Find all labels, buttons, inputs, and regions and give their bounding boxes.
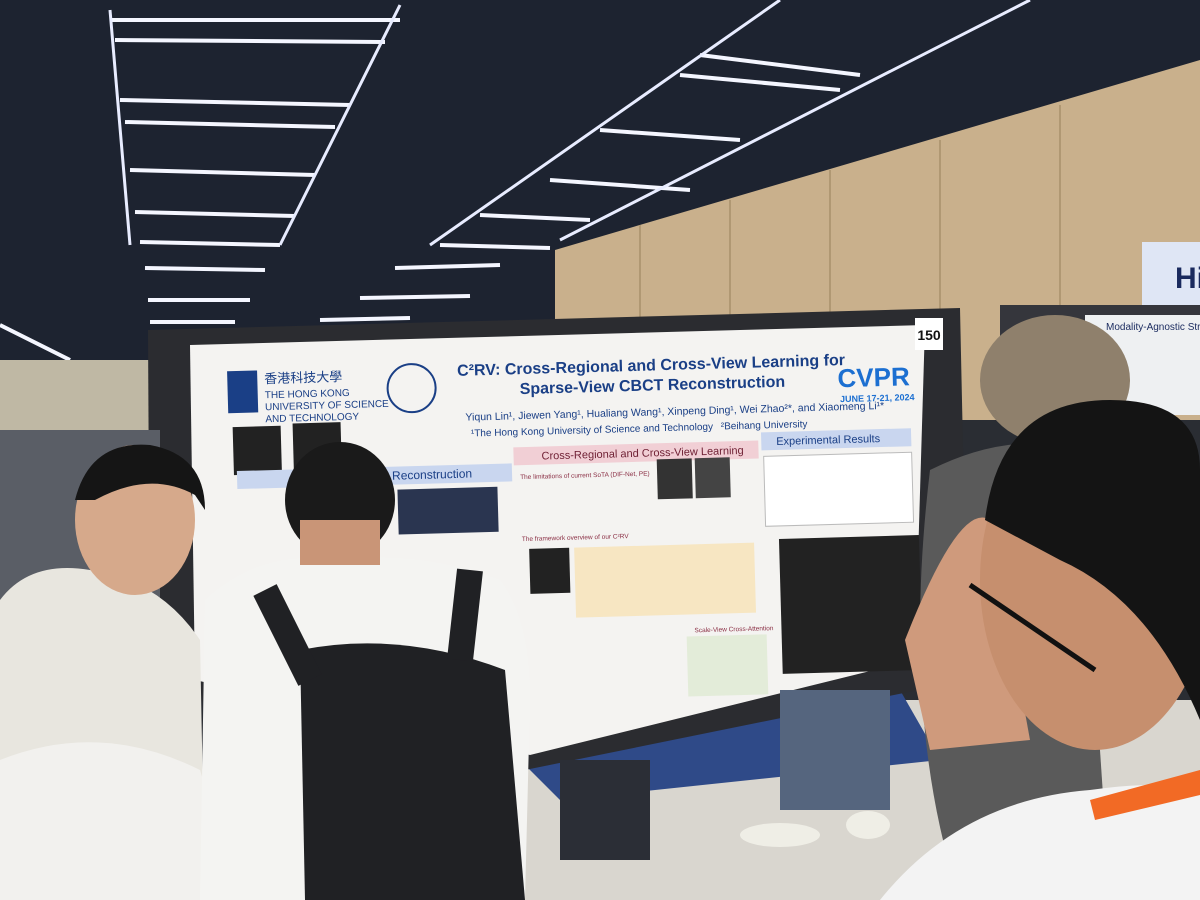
university-cn: 香港科技大學 bbox=[264, 369, 342, 386]
person-center-neck bbox=[300, 520, 380, 565]
poster-diagram bbox=[686, 634, 769, 697]
venue-sign-text: Hi bbox=[1175, 262, 1200, 295]
conference: CVPR bbox=[837, 361, 910, 393]
university-en: UNIVERSITY OF SCIENCE bbox=[265, 399, 389, 413]
light bbox=[119, 98, 351, 107]
light bbox=[114, 38, 386, 44]
subsection-title: The limitations of current SoTA (DIF-Net… bbox=[520, 471, 650, 482]
qr-code bbox=[232, 425, 282, 476]
light bbox=[129, 168, 316, 177]
light bbox=[0, 323, 71, 362]
light bbox=[479, 213, 591, 222]
results-figure bbox=[778, 535, 923, 674]
light bbox=[394, 263, 501, 270]
ceiling-lights bbox=[0, 18, 861, 362]
person-foreground-hair bbox=[985, 400, 1200, 720]
left-wall bbox=[0, 360, 160, 440]
glasses bbox=[968, 582, 1097, 673]
legs bbox=[560, 760, 650, 860]
university-en: THE HONG KONG bbox=[265, 388, 351, 401]
lanyard bbox=[1090, 770, 1200, 820]
legs bbox=[780, 690, 890, 810]
light bbox=[599, 128, 741, 142]
light bbox=[134, 210, 296, 218]
poster-affiliation: ²Beihang University bbox=[721, 419, 808, 432]
section-middle-title: Cross-Regional and Cross-View Learning bbox=[541, 445, 743, 463]
light-frames bbox=[108, 0, 1031, 247]
light bbox=[139, 240, 281, 247]
neighbor-poster-title: Modality-Agnostic Structur bbox=[1106, 322, 1200, 333]
light bbox=[144, 266, 266, 272]
person-foreground-left bbox=[0, 742, 240, 900]
beihang-logo bbox=[386, 363, 437, 414]
shoe bbox=[846, 811, 890, 839]
light bbox=[319, 316, 411, 322]
poster-photo bbox=[397, 486, 499, 535]
light bbox=[699, 53, 861, 77]
conference-dates: JUNE 17-21, 2024 bbox=[840, 392, 915, 404]
backpack-straps bbox=[253, 568, 483, 686]
board-number-card bbox=[915, 318, 943, 350]
venue-sign bbox=[1142, 242, 1200, 310]
results-table bbox=[763, 451, 915, 527]
board-number: 150 bbox=[917, 327, 941, 343]
shoe bbox=[740, 823, 820, 847]
light bbox=[124, 120, 336, 129]
light bbox=[359, 294, 471, 300]
light-frame bbox=[108, 4, 402, 246]
backpack bbox=[300, 643, 525, 900]
light bbox=[549, 178, 691, 192]
hkust-logo bbox=[227, 370, 259, 414]
person-left-hair bbox=[75, 444, 205, 510]
poster-figure bbox=[529, 547, 571, 594]
section-left-title: Reconstruction bbox=[392, 466, 472, 482]
subsection-title: Scale-View Cross-Attention bbox=[694, 625, 774, 634]
section-header bbox=[760, 428, 912, 451]
section-right-title: Experimental Results bbox=[776, 433, 881, 448]
poster-figure bbox=[694, 457, 731, 499]
poster-figure bbox=[656, 458, 693, 500]
light bbox=[679, 73, 841, 92]
poster-content: 香港科技大學 THE HONG KONG UNIVERSITY OF SCIEN… bbox=[227, 352, 923, 697]
subsection-title: The framework overview of our C²RV bbox=[522, 533, 630, 543]
university-en: AND TECHNOLOGY bbox=[265, 412, 359, 426]
light-frame bbox=[429, 0, 1031, 247]
poster-diagram bbox=[574, 542, 757, 618]
light bbox=[439, 243, 551, 250]
